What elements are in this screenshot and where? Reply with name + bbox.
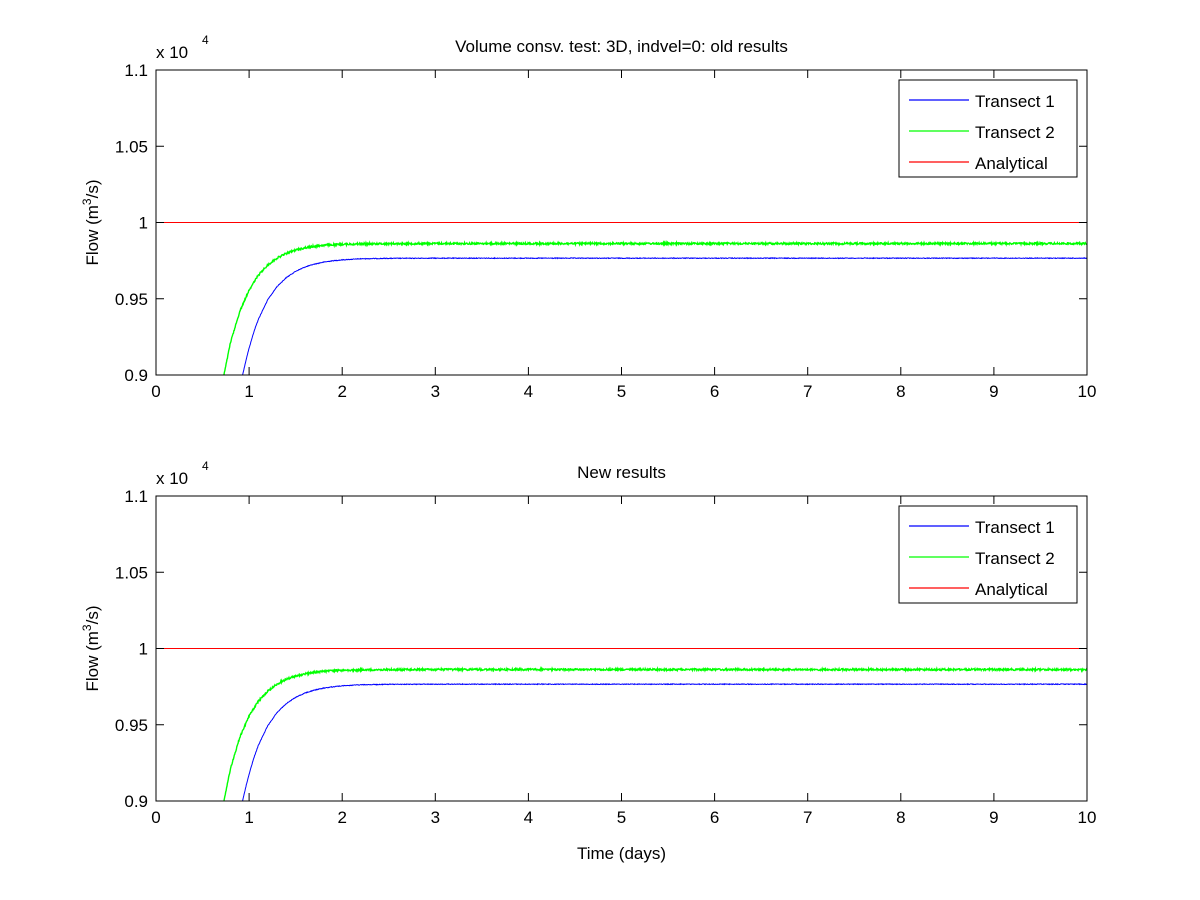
x-tick-label: 1	[244, 382, 253, 401]
chart-title: New results	[577, 463, 666, 482]
axis-multiplier: x 10	[156, 469, 188, 488]
x-tick-label: 5	[617, 808, 626, 827]
axis-multiplier-exponent: 4	[202, 33, 209, 47]
x-tick-label: 1	[244, 808, 253, 827]
series-line-transect-1	[242, 256, 1087, 375]
y-tick-label: 1.05	[115, 137, 148, 156]
series-group	[156, 648, 1087, 801]
x-tick-label: 0	[151, 808, 160, 827]
x-tick-label: 5	[617, 382, 626, 401]
legend: Transect 1 Transect 2 Analytical	[898, 79, 1078, 178]
x-tick-label: 7	[803, 382, 812, 401]
x-tick-label: 3	[431, 808, 440, 827]
series-line-transect-2	[223, 665, 1087, 801]
y-tick-label: 1.05	[115, 563, 148, 582]
x-tick-label: 2	[337, 808, 346, 827]
x-tick-label: 4	[524, 382, 533, 401]
series-group	[156, 222, 1087, 375]
y-tick-label: 1	[139, 640, 148, 659]
legend-label: Transect 2	[975, 123, 1055, 142]
legend-box	[898, 505, 1078, 604]
y-axis-label-base: Flow (m	[83, 631, 102, 691]
series-line-transect-2	[223, 239, 1087, 375]
y-axis-label-base: Flow (m	[83, 205, 102, 265]
x-tick-label: 9	[989, 808, 998, 827]
x-tick-label: 7	[803, 808, 812, 827]
y-axis-label: Flow (m3/s)	[80, 605, 102, 691]
x-tick-label: 8	[896, 382, 905, 401]
axes-panel-1: 0 1 2 3 4 5 6 7 8 9 10 0.9 0.95 1 1.05 1.1 x 10 4 Volume c…	[80, 33, 1096, 401]
x-axis-label: Time (days)	[577, 844, 666, 863]
axis-multiplier: x 10	[156, 43, 188, 62]
x-tick-label: 0	[151, 382, 160, 401]
y-tick-label: 0.9	[124, 366, 148, 385]
y-tick-label: 1.1	[124, 61, 148, 80]
x-tick-label: 4	[524, 808, 533, 827]
x-tick-label: 2	[337, 382, 346, 401]
y-axis-label-tail: /s)	[83, 605, 102, 624]
y-tick-label: 0.95	[115, 716, 148, 735]
legend-label: Transect 1	[975, 518, 1055, 537]
axis-multiplier-exponent: 4	[202, 459, 209, 473]
y-axis-label: Flow (m3/s)	[80, 179, 102, 265]
x-tick-label: 10	[1078, 808, 1097, 827]
x-tick-label: 6	[710, 808, 719, 827]
series-line-transect-1	[242, 682, 1087, 801]
y-tick-label: 1	[139, 214, 148, 233]
x-tick-label: 6	[710, 382, 719, 401]
legend-label: Analytical	[975, 580, 1048, 599]
legend-label: Transect 2	[975, 549, 1055, 568]
chart-title: Volume consv. test: 3D, indvel=0: old re…	[455, 37, 788, 56]
y-tick-label: 1.1	[124, 487, 148, 506]
x-tick-label: 8	[896, 808, 905, 827]
axes-panel-2: 0 1 2 3 4 5 6 7 8 9 10 0.9 0.95 1 1.05 1.1 x 10 4 New resu…	[80, 459, 1096, 863]
legend-box	[898, 79, 1078, 178]
legend: Transect 1 Transect 2 Analytical	[898, 505, 1078, 604]
y-tick-label: 0.95	[115, 290, 148, 309]
y-axis-label-tail: /s)	[83, 179, 102, 198]
x-tick-label: 3	[431, 382, 440, 401]
y-axis-label-sup: 3	[80, 198, 94, 205]
x-tick-label: 9	[989, 382, 998, 401]
legend-label: Transect 1	[975, 92, 1055, 111]
legend-label: Analytical	[975, 154, 1048, 173]
x-tick-label: 10	[1078, 382, 1097, 401]
y-axis-label-sup: 3	[80, 624, 94, 631]
y-tick-label: 0.9	[124, 792, 148, 811]
